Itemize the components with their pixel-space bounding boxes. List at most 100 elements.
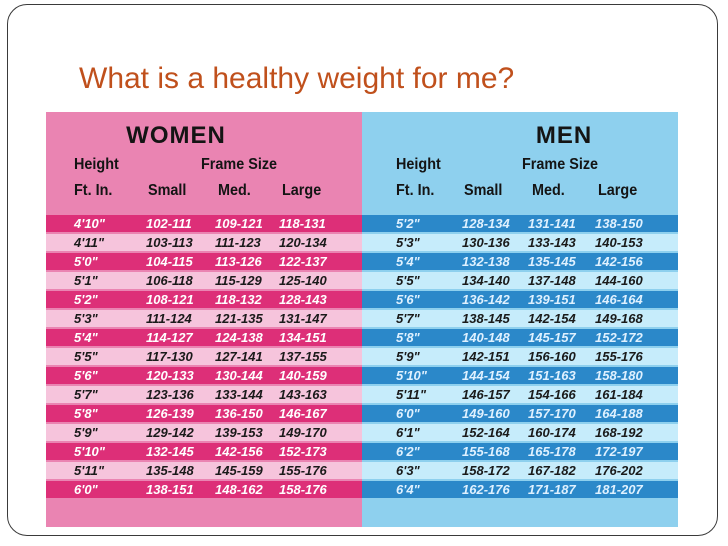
men-large-cell: 142-156 [595, 254, 643, 269]
women-small-cell: 138-151 [146, 482, 194, 497]
women-small-cell: 103-113 [146, 235, 193, 250]
women-height-cell: 5'10" [74, 444, 105, 459]
men-medium-cell: 154-166 [528, 387, 576, 402]
men-height-cell: 5'2" [396, 216, 420, 231]
women-height-cell: 5'5" [74, 349, 98, 364]
men-frame-size-header: Frame Size [522, 156, 599, 173]
women-height-cell: 5'8" [74, 406, 98, 421]
men-height-cell: 5'4" [396, 254, 420, 269]
men-table-row: 6'4" 162-176 171-187 181-207 [362, 481, 678, 498]
women-table-row: 5'8" 126-139 136-150 146-167 [46, 405, 362, 422]
women-height-cell: 5'2" [74, 292, 98, 307]
men-small-cell: 136-142 [462, 292, 510, 307]
women-table-row: 5'2" 108-121 118-132 128-143 [46, 291, 362, 308]
men-large-header: Large [598, 182, 638, 199]
men-table-row: 5'11" 146-157 154-166 161-184 [362, 386, 678, 403]
women-medium-cell: 142-156 [215, 444, 263, 459]
men-small-cell: 138-145 [462, 311, 510, 326]
men-small-cell: 140-148 [462, 330, 510, 345]
men-large-cell: 155-176 [595, 349, 643, 364]
women-height-cell: 5'9" [74, 425, 98, 440]
women-height-cell: 5'0" [74, 254, 98, 269]
women-large-cell: 125-140 [279, 273, 327, 288]
men-medium-cell: 160-174 [528, 425, 576, 440]
women-frame-size-header: Frame Size [201, 156, 278, 173]
women-table-row: 4'11" 103-113 111-123 120-134 [46, 234, 362, 251]
men-large-cell: 138-150 [595, 216, 643, 231]
men-height-header: Height [396, 156, 441, 173]
men-table-row: 5'7" 138-145 142-154 149-168 [362, 310, 678, 327]
women-table-row: 5'10" 132-145 142-156 152-173 [46, 443, 362, 460]
men-title: MEN [535, 122, 593, 149]
women-table-row: 5'5" 117-130 127-141 137-155 [46, 348, 362, 365]
women-table-row: 5'3" 111-124 121-135 131-147 [46, 310, 362, 327]
men-height-cell: 6'4" [396, 482, 420, 497]
women-medium-cell: 111-123 [215, 235, 261, 250]
women-medium-cell: 124-138 [215, 330, 263, 345]
women-height-cell: 4'11" [74, 235, 104, 250]
women-height-cell: 5'4" [74, 330, 98, 345]
women-small-cell: 104-115 [146, 254, 193, 269]
women-medium-cell: 115-129 [215, 273, 262, 288]
women-medium-cell: 133-144 [215, 387, 263, 402]
weight-chart-image: WOMEN Height Ft. In. Frame Size Small Me… [46, 112, 678, 527]
men-table-row: 6'2" 155-168 165-178 172-197 [362, 443, 678, 460]
men-height-cell: 5'5" [396, 273, 420, 288]
women-medium-cell: 109-121 [215, 216, 263, 231]
men-height-cell: 5'11" [396, 387, 426, 402]
women-small-cell: 123-136 [146, 387, 194, 402]
men-height-cell: 5'10" [396, 368, 427, 383]
men-medium-cell: 156-160 [528, 349, 576, 364]
women-small-cell: 132-145 [146, 444, 194, 459]
men-height-cell: 6'0" [396, 406, 420, 421]
men-medium-cell: 171-187 [528, 482, 576, 497]
men-small-cell: 155-168 [462, 444, 510, 459]
men-small-cell: 158-172 [462, 463, 510, 478]
women-large-cell: 118-131 [279, 216, 326, 231]
women-height-cell: 5'6" [74, 368, 98, 383]
men-table-row: 5'8" 140-148 145-157 152-172 [362, 329, 678, 346]
men-large-cell: 181-207 [595, 482, 643, 497]
women-table-row: 6'0" 138-151 148-162 158-176 [46, 481, 362, 498]
men-rows: 5'2" 128-134 131-141 138-150 5'3" 130-136 133-… [362, 215, 678, 500]
men-height-cell: 5'8" [396, 330, 420, 345]
men-small-cell: 132-138 [462, 254, 510, 269]
women-large-cell: 146-167 [279, 406, 327, 421]
men-height-cell: 5'7" [396, 311, 420, 326]
men-small-cell: 130-136 [462, 235, 510, 250]
women-table-row: 5'9" 129-142 139-153 149-170 [46, 424, 362, 441]
men-large-cell: 158-180 [595, 368, 643, 383]
men-height-cell: 6'2" [396, 444, 420, 459]
women-height-header: Height [74, 156, 119, 173]
men-table-row: 5'2" 128-134 131-141 138-150 [362, 215, 678, 232]
women-medium-header: Med. [218, 182, 251, 199]
women-large-cell: 131-147 [279, 311, 327, 326]
men-medium-cell: 167-182 [528, 463, 576, 478]
men-table-row: 6'3" 158-172 167-182 176-202 [362, 462, 678, 479]
slide-frame [7, 4, 718, 536]
men-large-cell: 149-168 [595, 311, 643, 326]
women-medium-cell: 139-153 [215, 425, 263, 440]
men-small-cell: 142-151 [462, 349, 510, 364]
men-table-row: 5'10" 144-154 151-163 158-180 [362, 367, 678, 384]
men-height-cell: 5'6" [396, 292, 420, 307]
women-table-row: 5'0" 104-115 113-126 122-137 [46, 253, 362, 270]
women-height-cell: 6'0" [74, 482, 98, 497]
men-large-cell: 144-160 [595, 273, 643, 288]
women-panel: WOMEN Height Ft. In. Frame Size Small Me… [46, 112, 362, 527]
women-medium-cell: 145-159 [215, 463, 263, 478]
women-title: WOMEN [126, 122, 226, 149]
men-medium-cell: 151-163 [528, 368, 576, 383]
men-small-cell: 134-140 [462, 273, 510, 288]
women-medium-cell: 148-162 [215, 482, 263, 497]
women-height-cell: 5'7" [74, 387, 98, 402]
women-large-cell: 137-155 [279, 349, 327, 364]
women-small-cell: 111-124 [146, 311, 192, 326]
women-large-cell: 155-176 [279, 463, 327, 478]
men-small-cell: 144-154 [462, 368, 510, 383]
women-small-cell: 114-127 [146, 330, 193, 345]
women-rows: 4'10" 102-111 109-121 118-131 4'11" 103-113 11… [46, 215, 362, 500]
men-large-cell: 152-172 [595, 330, 643, 345]
women-table-row: 5'11" 135-148 145-159 155-176 [46, 462, 362, 479]
men-medium-cell: 142-154 [528, 311, 576, 326]
